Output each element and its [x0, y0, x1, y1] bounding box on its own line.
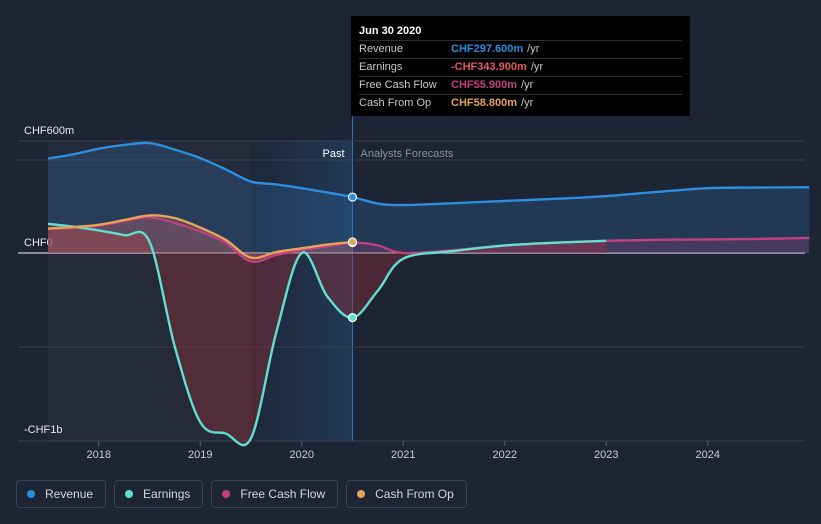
- legend-item-earnings[interactable]: Earnings: [114, 480, 204, 508]
- cfo-line: [47, 214, 353, 260]
- tooltip-row-cfo: Cash From Op CHF58.800m /yr: [359, 94, 682, 112]
- tooltip-label: Free Cash Flow: [359, 79, 437, 91]
- y-tick-label: CHF600m: [24, 125, 74, 137]
- x-tick-label: 2021: [391, 449, 415, 461]
- legend-label: Revenue: [45, 487, 94, 501]
- revenue-marker: [347, 192, 358, 202]
- tooltip: Jun 30 2020 Revenue CHF297.600m /yr Earn…: [351, 16, 690, 116]
- legend-dot-icon: [125, 490, 134, 498]
- cfo-area: [48, 215, 353, 259]
- tooltip-label: Revenue: [359, 43, 404, 55]
- past-region-highlight: [251, 141, 353, 441]
- tooltip-row-earnings: Earnings -CHF343.900m /yr: [359, 58, 682, 76]
- tooltip-value: CHF297.600m: [451, 43, 524, 55]
- legend: Revenue Earnings Free Cash Flow Cash Fro…: [16, 480, 469, 508]
- y-tick-label: CHF0: [24, 237, 53, 249]
- cfo-marker: [347, 237, 358, 247]
- tooltip-value: -CHF343.900m: [451, 61, 527, 73]
- fcf-area: [48, 217, 810, 262]
- tooltip-label: Cash From Op: [359, 97, 432, 109]
- tooltip-unit: /yr: [521, 97, 534, 109]
- legend-label: Free Cash Flow: [240, 487, 326, 501]
- tooltip-unit: /yr: [527, 43, 540, 55]
- legend-item-cash-from-op[interactable]: Cash From Op: [346, 480, 467, 508]
- chart-area: CHF600m CHF0 -CHF1b 2018 2019 2020 2021 2022 202…: [18, 110, 810, 461]
- x-tick-label: 2024: [696, 449, 720, 461]
- legend-dot-icon: [222, 490, 231, 498]
- fcf-line: [47, 216, 810, 264]
- x-tick-label: 2019: [188, 449, 212, 461]
- tooltip-unit: /yr: [521, 79, 534, 91]
- tooltip-row-revenue: Revenue CHF297.600m /yr: [359, 40, 682, 58]
- y-tick-label: -CHF1b: [24, 424, 63, 436]
- earnings-marker: [347, 313, 358, 323]
- tooltip-date: Jun 30 2020: [359, 25, 422, 37]
- past-label: Past: [322, 148, 344, 160]
- tooltip-value: CHF55.900m: [451, 79, 518, 91]
- legend-item-revenue[interactable]: Revenue: [16, 480, 107, 508]
- legend-label: Cash From Op: [375, 487, 454, 501]
- earnings-line: [47, 222, 607, 447]
- legend-dot-icon: [357, 490, 366, 498]
- tooltip-value: CHF58.800m: [451, 97, 518, 109]
- tooltip-unit: /yr: [530, 61, 544, 73]
- legend-label: Earnings: [143, 487, 191, 501]
- revenue-line: [47, 141, 810, 207]
- x-tick-label: 2022: [493, 449, 517, 461]
- revenue-area: [48, 142, 810, 253]
- forecast-label: Analysts Forecasts: [361, 148, 454, 160]
- legend-item-free-cash-flow[interactable]: Free Cash Flow: [211, 480, 339, 508]
- x-tick-label: 2018: [87, 449, 111, 461]
- tooltip-label: Earnings: [359, 61, 403, 73]
- x-tick-label: 2020: [290, 449, 314, 461]
- tooltip-row-fcf: Free Cash Flow CHF55.900m /yr: [359, 76, 682, 94]
- x-tick-label: 2023: [594, 449, 618, 461]
- legend-dot-icon: [27, 490, 35, 498]
